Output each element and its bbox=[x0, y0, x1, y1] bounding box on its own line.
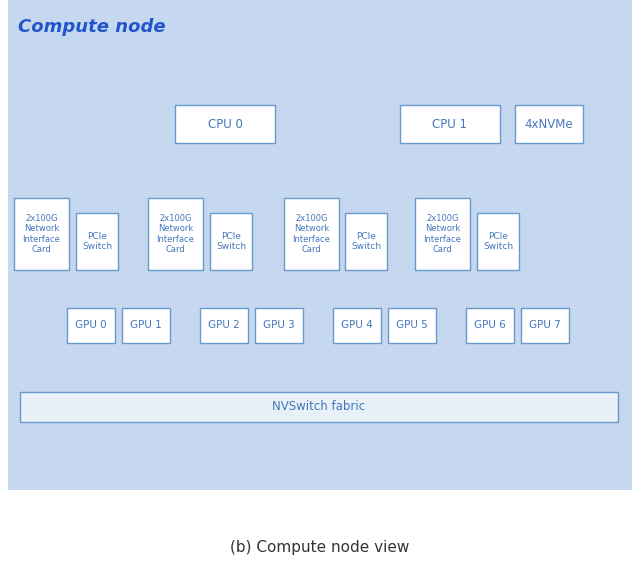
FancyBboxPatch shape bbox=[255, 308, 303, 343]
Text: GPU 6: GPU 6 bbox=[474, 320, 506, 331]
Text: 2x100G
Network
Interface
Card: 2x100G Network Interface Card bbox=[292, 214, 330, 254]
Text: PCIe
Switch: PCIe Switch bbox=[216, 232, 246, 251]
FancyBboxPatch shape bbox=[76, 213, 118, 270]
Text: GPU 3: GPU 3 bbox=[263, 320, 295, 331]
FancyBboxPatch shape bbox=[175, 105, 275, 143]
Text: 2x100G
Network
Interface
Card: 2x100G Network Interface Card bbox=[157, 214, 195, 254]
FancyBboxPatch shape bbox=[122, 308, 170, 343]
FancyBboxPatch shape bbox=[515, 105, 583, 143]
FancyBboxPatch shape bbox=[14, 198, 69, 270]
Text: 2x100G
Network
Interface
Card: 2x100G Network Interface Card bbox=[22, 214, 60, 254]
FancyBboxPatch shape bbox=[400, 105, 500, 143]
Text: CPU 1: CPU 1 bbox=[433, 117, 467, 131]
Text: PCIe
Switch: PCIe Switch bbox=[82, 232, 112, 251]
Text: GPU 7: GPU 7 bbox=[529, 320, 561, 331]
Text: GPU 4: GPU 4 bbox=[341, 320, 373, 331]
FancyBboxPatch shape bbox=[20, 392, 618, 422]
Text: 4xNVMe: 4xNVMe bbox=[525, 117, 573, 131]
FancyBboxPatch shape bbox=[466, 308, 514, 343]
Text: PCIe
Switch: PCIe Switch bbox=[483, 232, 513, 251]
Text: GPU 0: GPU 0 bbox=[75, 320, 107, 331]
Text: CPU 0: CPU 0 bbox=[207, 117, 243, 131]
FancyBboxPatch shape bbox=[333, 308, 381, 343]
Text: Compute node: Compute node bbox=[18, 18, 166, 36]
FancyBboxPatch shape bbox=[67, 308, 115, 343]
FancyBboxPatch shape bbox=[477, 213, 519, 270]
Text: GPU 1: GPU 1 bbox=[130, 320, 162, 331]
Text: 2x100G
Network
Interface
Card: 2x100G Network Interface Card bbox=[424, 214, 461, 254]
FancyBboxPatch shape bbox=[521, 308, 569, 343]
FancyBboxPatch shape bbox=[345, 213, 387, 270]
FancyBboxPatch shape bbox=[200, 308, 248, 343]
FancyBboxPatch shape bbox=[210, 213, 252, 270]
Text: GPU 5: GPU 5 bbox=[396, 320, 428, 331]
FancyBboxPatch shape bbox=[8, 0, 632, 490]
Text: NVSwitch fabric: NVSwitch fabric bbox=[273, 401, 365, 414]
Text: (b) Compute node view: (b) Compute node view bbox=[230, 540, 410, 555]
FancyBboxPatch shape bbox=[148, 198, 203, 270]
FancyBboxPatch shape bbox=[284, 198, 339, 270]
FancyBboxPatch shape bbox=[415, 198, 470, 270]
Text: GPU 2: GPU 2 bbox=[208, 320, 240, 331]
FancyBboxPatch shape bbox=[388, 308, 436, 343]
Text: PCIe
Switch: PCIe Switch bbox=[351, 232, 381, 251]
